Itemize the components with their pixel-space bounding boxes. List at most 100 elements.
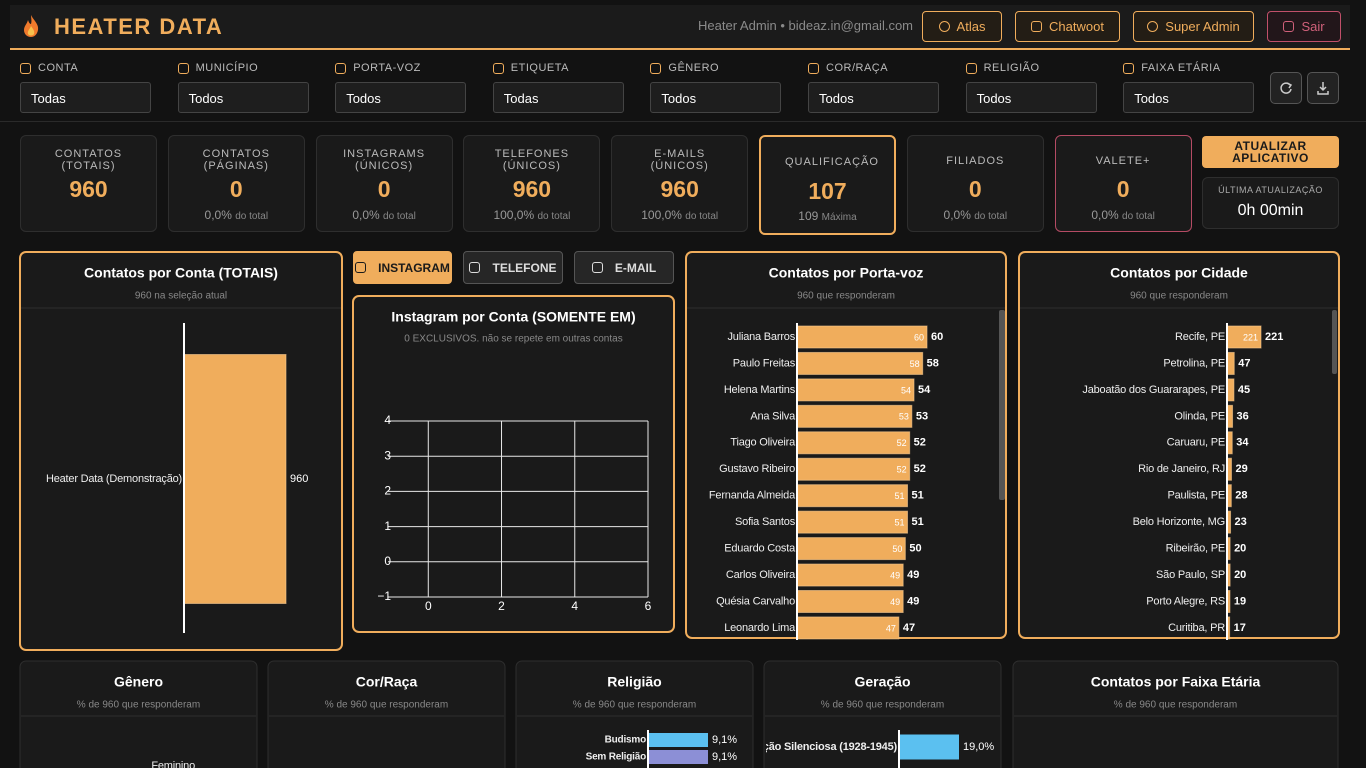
kpi-share: 0,0% xyxy=(1091,208,1119,222)
kpi-value: 0 xyxy=(1116,176,1130,202)
bar-value: 221 xyxy=(1265,331,1283,343)
filter-label: RELIGIÃO xyxy=(965,61,1040,75)
kpi-note: 100,0% do total xyxy=(612,208,747,222)
bar xyxy=(796,325,928,349)
header-button[interactable]: Atlas xyxy=(922,11,1002,42)
button-label: Sair xyxy=(1301,19,1325,34)
tab[interactable]: TELEFONE xyxy=(463,251,563,284)
filter-select[interactable]: Todas xyxy=(492,82,624,113)
y-tick-label: 2 xyxy=(384,484,391,498)
tab[interactable]: E-MAIL xyxy=(574,251,674,284)
filter-icon xyxy=(20,62,31,74)
bar-label: Porto Alegre, RS xyxy=(1146,595,1225,607)
bar-label: Fernanda Almeida xyxy=(709,490,796,502)
kpi-value: 0 xyxy=(968,176,982,202)
tab-label: E-MAIL xyxy=(614,260,657,275)
filter-select[interactable]: Todos xyxy=(177,82,309,113)
button-icon xyxy=(1031,21,1043,32)
bar-label: Curitiba, PR xyxy=(1168,622,1225,634)
bar-value: 19,0% xyxy=(963,741,994,753)
y-tick-label: 0 xyxy=(384,554,391,568)
filter-select[interactable]: Todos xyxy=(1123,82,1255,113)
bar xyxy=(648,750,708,764)
kpi-note-text: do total xyxy=(974,211,1008,222)
bar-value: 17 xyxy=(1234,622,1246,634)
bar-inner-value: 52 xyxy=(897,438,907,448)
bar xyxy=(796,484,908,508)
bar xyxy=(1226,351,1235,375)
download-button[interactable] xyxy=(1307,72,1339,104)
bar-label: Heater Data (Demonstração) xyxy=(46,473,182,485)
chart-panel xyxy=(1018,251,1340,639)
bar-inner-value: 51 xyxy=(894,491,904,501)
button-label: Super Admin xyxy=(1165,19,1240,34)
bar-value: 51 xyxy=(912,516,924,528)
chart-panel xyxy=(1012,660,1339,768)
kpi-label: CONTATOS (PÁGINAS) xyxy=(202,148,270,172)
chart-panel xyxy=(267,660,506,768)
kpi-share: 0,0% xyxy=(352,208,380,222)
bar-value: 9,1% xyxy=(712,734,737,746)
bar-value: 49 xyxy=(907,569,919,581)
filter-icon xyxy=(808,62,819,74)
bar-value: 47 xyxy=(903,622,915,634)
chart-subtitle: % de 960 que responderam xyxy=(77,700,200,711)
filter-label-text: RELIGIÃO xyxy=(983,62,1040,74)
bar-label: Ana Silva xyxy=(750,410,796,422)
kpi-share: 100,0% xyxy=(493,208,535,222)
bar-value: 20 xyxy=(1234,569,1246,581)
kpi-value: 960 xyxy=(660,176,699,202)
header-button[interactable]: Super Admin xyxy=(1133,11,1254,42)
header-button[interactable]: Chatwoot xyxy=(1015,11,1120,42)
bar-value: 19 xyxy=(1234,595,1246,607)
bar xyxy=(183,354,287,604)
filter-select[interactable]: Todos xyxy=(965,82,1097,113)
filter-icon xyxy=(650,62,662,74)
chart-body: Feminino xyxy=(151,760,195,768)
bar-label: Caruaru, PE xyxy=(1167,437,1225,449)
kpi-value: 960 xyxy=(512,176,552,202)
bar-label: Jaboatão dos Guararapes, PE xyxy=(1082,384,1225,396)
chart-subtitle: 0 EXCLUSIVOS. não se repete em outras co… xyxy=(404,334,622,345)
chart-subtitle: % de 960 que responderam xyxy=(573,700,696,711)
reset-button[interactable] xyxy=(1270,72,1302,104)
filter-icon xyxy=(177,62,189,74)
kpi-card: E-MAILS (ÚNICOS) 960 100,0% do total xyxy=(611,135,749,232)
tab[interactable]: INSTAGRAM xyxy=(353,251,452,284)
x-tick-label: 0 xyxy=(425,599,432,613)
kpi-label: TELEFONES (ÚNICOS) xyxy=(494,148,570,172)
chart-title: Geração xyxy=(854,674,910,690)
filter-select[interactable]: Todos xyxy=(335,82,467,113)
chart-subtitle: 960 que responderam xyxy=(797,291,895,302)
last-update-value: 0h 00min xyxy=(1237,202,1304,219)
bar xyxy=(1226,325,1262,349)
bar-label: Tiago Oliveira xyxy=(730,437,796,449)
header-button[interactable]: Sair xyxy=(1267,11,1341,42)
bar-value: 29 xyxy=(1235,463,1247,475)
bar-label: Feminino xyxy=(151,760,195,768)
chart-body: Budismo 9,1% Sem Religião 9,1% xyxy=(586,730,737,768)
bar xyxy=(796,457,911,481)
bar-inner-value: 49 xyxy=(890,570,900,580)
kpi-note-text: do total xyxy=(235,211,269,222)
bar xyxy=(1226,404,1234,428)
filter-select[interactable]: Todas xyxy=(20,82,151,113)
update-button[interactable]: ATUALIZAR APLICATIVO xyxy=(1202,136,1339,168)
filter-select[interactable]: Todos xyxy=(808,82,939,113)
filter-select[interactable]: Todos xyxy=(650,82,782,113)
bar xyxy=(796,510,908,534)
bar-label: Gustavo Ribeiro xyxy=(719,463,795,475)
user-info: Heater Admin • bideaz.in@gmail.com xyxy=(698,18,914,33)
filter-label: PORTA-VOZ xyxy=(335,61,421,75)
kpi-label: CONTATOS (TOTAIS) xyxy=(54,148,123,172)
y-tick-label: −1 xyxy=(377,589,391,603)
bar-inner-value: 221 xyxy=(1243,332,1258,342)
kpi-value: 960 xyxy=(69,176,108,202)
bar-inner-value: 52 xyxy=(897,465,907,475)
bar-label: Paulo Freitas xyxy=(733,357,796,369)
chart-panel xyxy=(352,295,675,633)
bar xyxy=(1226,590,1231,613)
bar-value: 58 xyxy=(927,357,939,369)
bar-label: Geração Silenciosa (1928-1945) xyxy=(739,741,898,753)
kpi-card: CONTATOS (PÁGINAS) 0 0,0% do total xyxy=(167,135,305,232)
